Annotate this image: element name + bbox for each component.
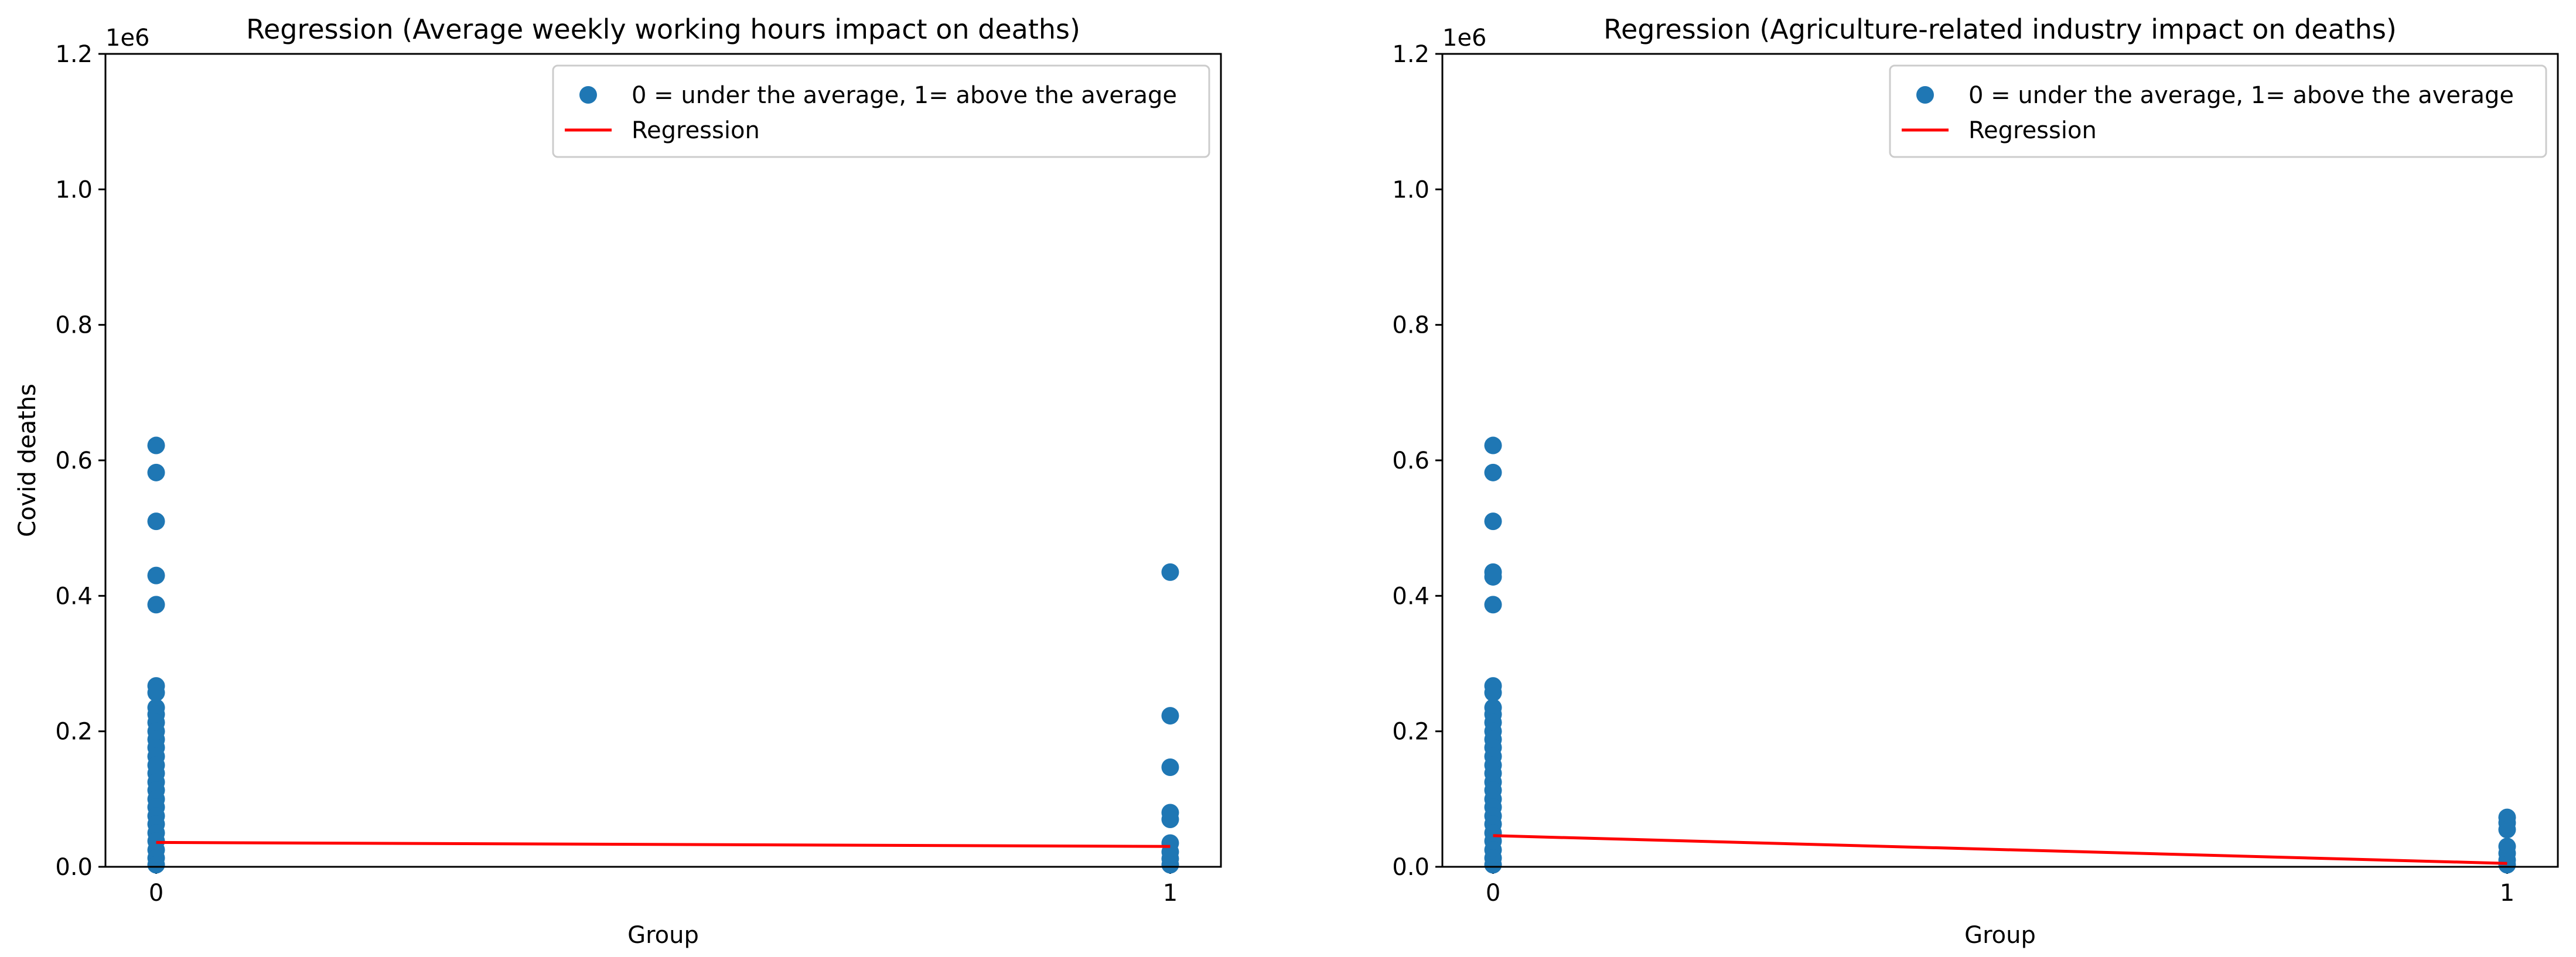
- legend-label: Regression: [1968, 117, 2097, 144]
- data-point: [147, 596, 165, 614]
- y-tick-label: 0.2: [55, 719, 93, 746]
- x-tick-label: 0: [1486, 880, 1500, 907]
- y-offset-label: 1e6: [1442, 25, 1487, 52]
- y-tick-label: 0.8: [55, 312, 93, 339]
- y-tick-label: 0.0: [1392, 854, 1429, 881]
- data-point: [147, 566, 165, 585]
- y-tick-label: 0.2: [1392, 719, 1429, 746]
- y-axis-label: Covid deaths: [14, 384, 41, 537]
- data-point: [1161, 811, 1179, 829]
- y-tick-label: 1.2: [55, 41, 93, 68]
- y-tick-label: 1.0: [55, 176, 93, 203]
- chart-title: Regression (Agriculture-related industry…: [1603, 13, 2397, 45]
- data-point: [1161, 856, 1179, 874]
- legend-marker: [579, 86, 597, 104]
- axes-frame: [104, 53, 1222, 868]
- data-point: [1484, 596, 1502, 614]
- chart-title: Regression (Average weekly working hours…: [246, 13, 1080, 45]
- x-tick-label: 1: [2500, 880, 2514, 907]
- y-tick-label: 0.6: [55, 447, 93, 474]
- chart-2: Regression (Agriculture-related industry…: [14, 13, 2559, 949]
- legend-box: [552, 64, 1210, 158]
- y-tick-label: 0.6: [1392, 447, 1429, 474]
- y-tick-label: 0.0: [55, 854, 93, 881]
- chart-1: Regression (Average weekly working hours…: [14, 13, 1222, 949]
- data-point: [147, 856, 165, 874]
- legend-marker: [1916, 86, 1934, 104]
- data-point: [1161, 563, 1179, 581]
- y-tick-label: 0.4: [1392, 583, 1429, 610]
- y-offset-label: 1e6: [105, 25, 150, 52]
- y-tick-label: 1.2: [1392, 41, 1429, 68]
- data-point: [1484, 856, 1502, 874]
- y-tick-label: 1.0: [1392, 176, 1429, 203]
- legend: 0 = under the average, 1= above the aver…: [552, 64, 1210, 158]
- data-point: [1161, 707, 1179, 725]
- regression-line: [1493, 834, 2507, 865]
- axes-frame: [1441, 53, 2559, 868]
- data-point: [1484, 683, 1502, 702]
- data-point: [1484, 436, 1502, 454]
- legend-label: Regression: [632, 117, 760, 144]
- y-axis-label: Covid deaths: [14, 384, 41, 537]
- x-tick-label: 0: [149, 880, 163, 907]
- y-tick-label: 0.4: [55, 583, 93, 610]
- data-point: [1161, 758, 1179, 776]
- data-point: [1484, 512, 1502, 531]
- data-point: [147, 683, 165, 702]
- legend-box: [1889, 64, 2547, 158]
- y-tick-label: 0.8: [1392, 312, 1429, 339]
- data-point: [1484, 568, 1502, 586]
- data-point: [147, 463, 165, 481]
- data-point: [147, 512, 165, 531]
- x-tick-label: 1: [1163, 880, 1178, 907]
- legend-label: 0 = under the average, 1= above the aver…: [1968, 82, 2514, 109]
- data-point: [2498, 856, 2516, 874]
- x-axis-label: Group: [627, 922, 699, 949]
- legend: 0 = under the average, 1= above the aver…: [1889, 64, 2547, 158]
- x-axis-label: Group: [1964, 922, 2036, 949]
- data-point: [2498, 821, 2516, 839]
- legend-label: 0 = under the average, 1= above the aver…: [632, 82, 1177, 109]
- data-point: [1484, 463, 1502, 481]
- regression-line: [156, 840, 1171, 848]
- data-point: [147, 436, 165, 454]
